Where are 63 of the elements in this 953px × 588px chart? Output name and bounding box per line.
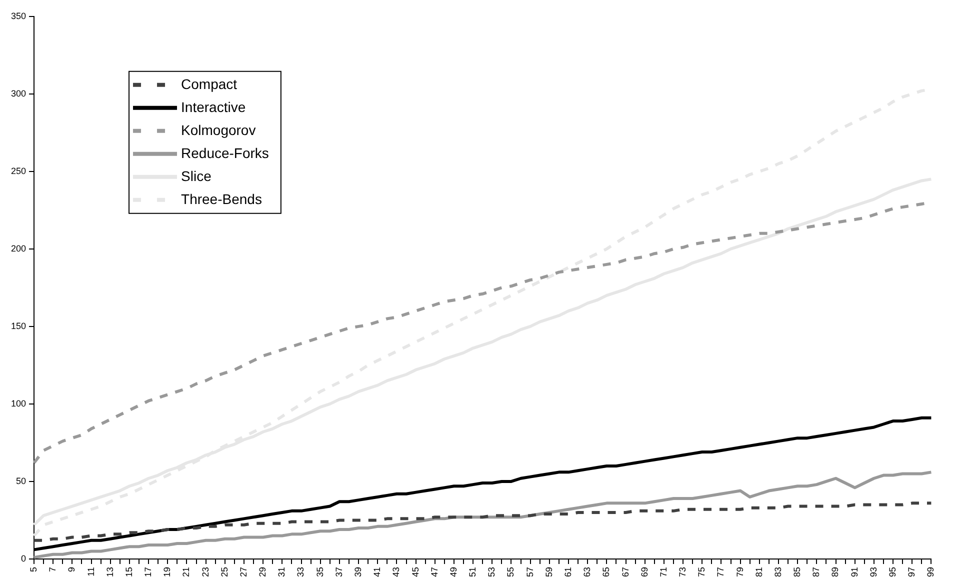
y-tick-label: 250 <box>10 166 26 176</box>
x-tick-label: 19 <box>162 566 172 578</box>
y-tick-label: 350 <box>10 10 26 21</box>
legend-label: Three-Bends <box>181 190 262 207</box>
x-tick-label: 23 <box>200 566 210 578</box>
x-tick-label: 9 <box>66 566 77 572</box>
x-tick-label: 41 <box>372 566 382 578</box>
x-tick-label: 21 <box>181 566 192 578</box>
legend-label: Slice <box>181 168 212 184</box>
x-tick-label: 25 <box>219 566 230 578</box>
y-tick-label: 0 <box>21 553 26 564</box>
x-tick-label: 71 <box>658 566 668 578</box>
x-tick-label: 63 <box>582 566 592 578</box>
x-tick-label: 57 <box>524 566 535 578</box>
legend-label: Reduce-Forks <box>181 144 269 161</box>
x-tick-label: 73 <box>678 566 688 578</box>
x-tick-label: 83 <box>772 566 783 578</box>
x-tick-label: 97 <box>906 566 917 578</box>
legend-label: Compact <box>181 76 238 92</box>
y-tick-label: 300 <box>10 88 26 98</box>
legend-label: Interactive <box>181 98 246 115</box>
x-tick-label: 75 <box>696 566 707 578</box>
x-tick-label: 47 <box>429 566 440 578</box>
x-tick-label: 13 <box>104 566 115 578</box>
x-tick-label: 5 <box>28 566 38 572</box>
x-tick-label: 65 <box>601 566 612 578</box>
x-tick-label: 99 <box>926 566 936 578</box>
x-tick-label: 61 <box>562 566 573 578</box>
y-tick-label: 200 <box>10 243 26 254</box>
x-tick-label: 59 <box>544 566 554 578</box>
x-tick-label: 87 <box>811 566 822 578</box>
y-tick-label: 100 <box>10 398 26 408</box>
x-tick-label: 81 <box>754 566 764 578</box>
x-tick-label: 51 <box>468 566 478 578</box>
x-tick-label: 7 <box>48 566 58 572</box>
x-tick-label: 55 <box>506 566 516 578</box>
x-tick-label: 49 <box>448 566 458 578</box>
x-tick-label: 91 <box>849 566 860 578</box>
x-tick-label: 11 <box>86 566 96 576</box>
x-tick-label: 37 <box>334 566 344 578</box>
x-tick-label: 93 <box>868 566 878 578</box>
x-tick-label: 31 <box>276 566 287 578</box>
x-tick-label: 29 <box>258 566 268 578</box>
line-series <box>32 502 933 542</box>
x-tick-label: 15 <box>124 566 134 578</box>
x-tick-label: 43 <box>391 566 402 578</box>
x-tick-label: 53 <box>486 566 497 578</box>
y-tick-label: 150 <box>10 320 26 331</box>
x-tick-label: 39 <box>353 566 364 578</box>
y-tick-label: 50 <box>16 476 26 486</box>
x-tick-label: 95 <box>888 566 898 578</box>
x-tick-label: 89 <box>830 566 840 578</box>
legend-label: Kolmogorov <box>181 122 256 138</box>
x-tick-label: 33 <box>296 566 306 578</box>
x-tick-label: 45 <box>410 566 420 578</box>
x-tick-label: 77 <box>716 566 726 578</box>
x-tick-label: 27 <box>238 566 248 578</box>
x-tick-label: 79 <box>734 566 745 578</box>
x-tick-label: 85 <box>792 566 802 578</box>
x-tick-label: 67 <box>620 566 630 578</box>
x-tick-label: 35 <box>314 566 325 578</box>
x-tick-label: 69 <box>639 566 650 578</box>
x-tick-label: 17 <box>143 566 154 578</box>
